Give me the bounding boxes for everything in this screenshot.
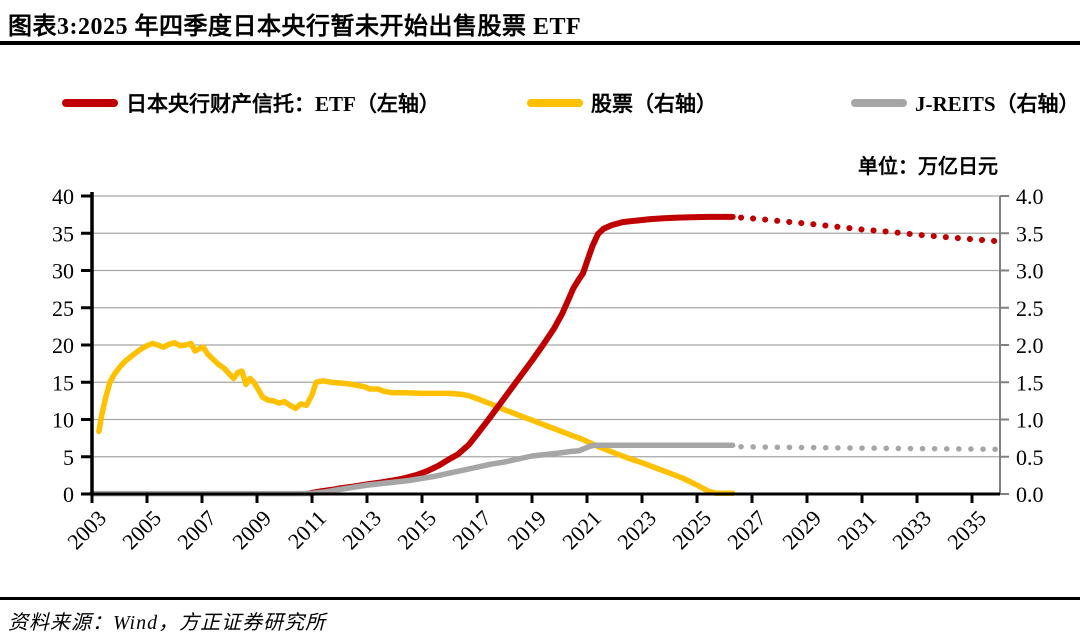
left-axis-tick-label: 10: [52, 408, 74, 433]
right-axis-tick-label: 0.0: [1016, 482, 1044, 507]
series-projection-right-4: [738, 443, 1003, 453]
left-axis-tick-label: 0: [63, 482, 74, 507]
stock-line-swatch-icon: [527, 99, 583, 107]
right-axis-tick-label: 1.0: [1016, 408, 1044, 433]
left-axis-tick-label: 25: [52, 296, 74, 321]
jreits-line-swatch-icon: [851, 99, 907, 107]
right-axis-tick-label: 2.0: [1016, 333, 1044, 358]
left-axis-tick-label: 20: [52, 333, 74, 358]
x-axis-tick-label: 2007: [172, 505, 221, 554]
right-axis-tick-label: 3.0: [1016, 259, 1044, 284]
series-lines: [89, 213, 1003, 497]
figure-title: 图表3:2025 年四季度日本央行暂未开始出售股票 ETF: [8, 14, 582, 40]
legend-label-etf: 日本央行财产信托：ETF（左轴）: [126, 92, 440, 116]
source-note: 资料来源：Wind，方正证券研究所: [8, 612, 327, 634]
x-axis-tick-label: 2025: [667, 505, 716, 554]
left-axis: [81, 192, 94, 496]
series-right-3: [89, 442, 736, 497]
bottom-axis: [90, 492, 1000, 503]
x-axis-tick-label: 2003: [62, 505, 111, 554]
right-axis-tick-label: 2.5: [1016, 296, 1044, 321]
left-axis-tick-label: 35: [52, 221, 74, 246]
right-axis-tick-label: 0.5: [1016, 445, 1044, 470]
title-divider: [0, 41, 1080, 45]
series-right-0: [96, 340, 736, 497]
x-axis-tick-label: 2035: [942, 505, 991, 554]
left-axis-tick-label: 15: [52, 370, 74, 395]
right-axis-tick-label: 1.5: [1016, 370, 1044, 395]
legend-item-stock: 股票（右轴）: [527, 88, 717, 118]
x-axis-tick-label: 2027: [722, 505, 771, 554]
right-axis-tick-label: 4.0: [1016, 184, 1044, 209]
legend-item-jreits: J-REITS（右轴）: [851, 88, 1080, 118]
series-projection-left-2: [738, 214, 1003, 245]
series-left-1: [306, 213, 736, 497]
x-axis-tick-label: 2015: [392, 505, 441, 554]
x-axis-tick-label: 2023: [612, 505, 661, 554]
x-axis-tick-label: 2021: [557, 505, 606, 554]
right-axis-tick-label: 3.5: [1016, 221, 1044, 246]
gridlines: [92, 195, 1000, 458]
unit-label: 单位：万亿日元: [858, 156, 998, 178]
left-axis-tick-label: 40: [52, 184, 74, 209]
x-axis-tick-label: 2033: [887, 505, 936, 554]
line-chart-canvas: 05101520253035400.00.51.01.52.02.53.03.5…: [52, 184, 1044, 554]
x-axis-tick-label: 2017: [447, 505, 496, 554]
legend-label-stock: 股票（右轴）: [591, 92, 717, 116]
legend-label-jreits: J-REITS（右轴）: [915, 92, 1080, 116]
figure-bottom-divider: [0, 597, 1080, 600]
x-axis-tick-label: 2019: [502, 505, 551, 554]
x-axis-tick-label: 2013: [337, 505, 386, 554]
left-axis-tick-label: 5: [63, 445, 74, 470]
etf-line-swatch-icon: [62, 99, 118, 107]
chart-area: 0 5 10 15 20 25 30 35 40 0.0 0.5 1.0 1.5 2.0 2.5 3.0 3.5…: [0, 183, 1080, 585]
x-axis-tick-label: 2009: [227, 505, 276, 554]
x-axis-tick-label: 2031: [832, 505, 881, 554]
left-axis-tick-label: 30: [52, 259, 74, 284]
right-axis: [999, 195, 1009, 495]
x-axis-tick-label: 2011: [283, 505, 331, 553]
x-axis-tick-label: 2005: [117, 505, 166, 554]
legend-item-etf: 日本央行财产信托：ETF（左轴）: [62, 88, 440, 118]
x-axis-tick-label: 2029: [777, 505, 826, 554]
